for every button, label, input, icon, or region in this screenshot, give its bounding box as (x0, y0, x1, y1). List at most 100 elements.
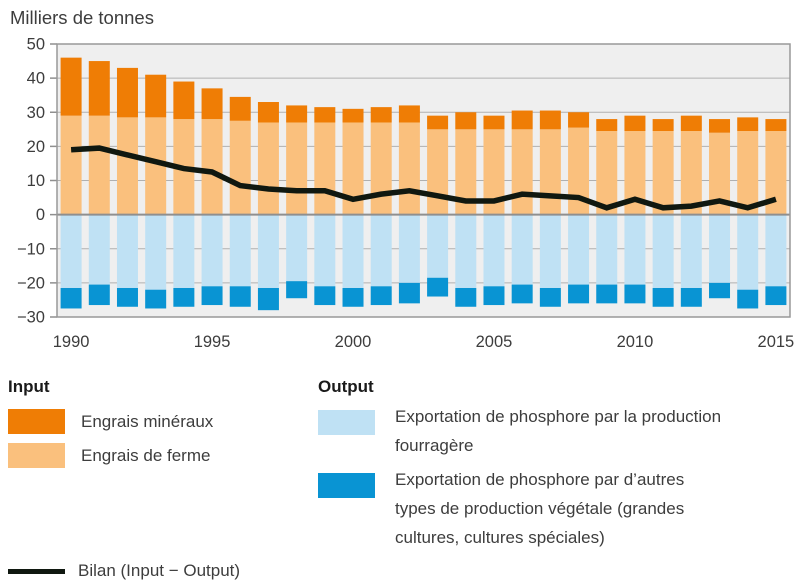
bar-exportation-fourragere-2010 (624, 214, 646, 285)
bar-exportation-fourragere-1997 (257, 214, 279, 288)
y-tick-label: 40 (27, 70, 45, 88)
y-tick-label: 20 (27, 138, 45, 156)
bar-exportation-fourragere-2004 (455, 214, 477, 288)
legend-label-line: Exportation de phosphore par la producti… (395, 407, 722, 426)
bar-exportation-autres-2008 (568, 284, 590, 304)
legend-label-line: Exportation de phosphore par d’autres (395, 470, 685, 489)
bar-exportation-autres-1998 (286, 281, 308, 299)
bar-engrais-ferme-1992 (116, 117, 138, 215)
bar-exportation-fourragere-2005 (483, 214, 505, 287)
y-tick-label: 10 (27, 172, 45, 190)
bar-engrais-ferme-1997 (257, 122, 279, 215)
bar-exportation-autres-2000 (342, 287, 364, 307)
bar-engrais-ferme-2004 (455, 129, 477, 215)
y-tick-label: 0 (36, 206, 45, 224)
bar-engrais-mineraux-2010 (624, 115, 646, 132)
x-tick-label: 2010 (617, 333, 654, 351)
chart-title: Milliers de tonnes (10, 7, 154, 28)
bar-exportation-autres-1992 (116, 287, 138, 307)
bar-engrais-ferme-1991 (88, 115, 110, 215)
bar-engrais-mineraux-1994 (173, 81, 195, 120)
legend-label-line: cultures, cultures spéciales) (395, 528, 605, 547)
bar-exportation-fourragere-2011 (652, 214, 674, 288)
bar-exportation-fourragere-2012 (680, 214, 702, 288)
legend-item-exportation-fourragere: Exportation de phosphore par la producti… (318, 406, 721, 460)
bar-exportation-autres-2015 (765, 286, 787, 306)
bar-engrais-ferme-2002 (398, 122, 420, 215)
bar-exportation-fourragere-1999 (314, 214, 336, 287)
bar-exportation-fourragere-2009 (596, 214, 618, 285)
bar-exportation-autres-1990 (60, 287, 82, 309)
bar-exportation-fourragere-2003 (427, 214, 449, 278)
bar-exportation-fourragere-1992 (116, 214, 138, 288)
bar-engrais-ferme-2005 (483, 129, 505, 215)
bar-engrais-ferme-2013 (709, 132, 731, 215)
bilan-line (70, 145, 777, 211)
bar-engrais-ferme-2003 (427, 129, 449, 215)
bar-engrais-ferme-2014 (737, 131, 759, 215)
swatch-exportation-fourragere (318, 410, 375, 435)
bar-engrais-mineraux-1998 (286, 105, 308, 123)
legend-output-header: Output (318, 377, 374, 396)
bar-exportation-autres-2013 (709, 282, 731, 299)
bar-engrais-mineraux-2015 (765, 119, 787, 132)
bar-exportation-autres-2009 (596, 284, 618, 304)
bar-exportation-autres-2011 (652, 287, 674, 307)
x-tick-label: 1995 (194, 333, 231, 351)
bar-exportation-fourragere-1993 (145, 214, 167, 290)
swatch-engrais-ferme (8, 443, 65, 468)
bar-exportation-fourragere-2008 (568, 214, 590, 285)
bar-engrais-mineraux-1995 (201, 88, 223, 120)
bar-engrais-ferme-1990 (60, 115, 82, 215)
bar-engrais-mineraux-2006 (511, 110, 533, 130)
bar-exportation-fourragere-1994 (173, 214, 195, 288)
bar-engrais-mineraux-2008 (568, 112, 590, 128)
bar-engrais-ferme-2011 (652, 131, 674, 215)
bar-engrais-mineraux-1990 (60, 57, 82, 116)
legend-label-engrais-mineraux: Engrais minéraux (81, 411, 214, 431)
legend-label-line: types de production végétale (grandes (395, 499, 685, 518)
bar-exportation-autres-2003 (427, 277, 449, 297)
bar-engrais-mineraux-2000 (342, 108, 364, 123)
x-tick-label: 2015 (758, 333, 795, 351)
legend-label-engrais-ferme: Engrais de ferme (81, 445, 211, 465)
bar-exportation-fourragere-2000 (342, 214, 364, 288)
bar-engrais-ferme-1998 (286, 122, 308, 215)
bar-exportation-autres-1994 (173, 287, 195, 307)
bar-exportation-fourragere-1996 (229, 214, 251, 287)
y-tick-label: −20 (17, 274, 45, 292)
bar-engrais-mineraux-1997 (257, 102, 279, 123)
legend-item-engrais-mineraux: Engrais minéraux (8, 409, 213, 434)
y-tick-label: −30 (17, 309, 45, 327)
bar-engrais-ferme-1993 (145, 117, 167, 215)
bar-engrais-ferme-2006 (511, 129, 533, 215)
bar-exportation-fourragere-1995 (201, 214, 223, 287)
bar-exportation-autres-1996 (229, 286, 251, 307)
plot-border (56, 43, 791, 318)
bar-engrais-mineraux-1993 (145, 74, 167, 118)
bar-engrais-ferme-2009 (596, 131, 618, 215)
bar-exportation-fourragere-2013 (709, 214, 731, 283)
bar-engrais-mineraux-1996 (229, 96, 251, 121)
bar-exportation-autres-2007 (539, 287, 561, 307)
bar-exportation-fourragere-2007 (539, 214, 561, 288)
bar-exportation-fourragere-2014 (737, 214, 759, 290)
bar-exportation-fourragere-2006 (511, 214, 533, 285)
legend-input-header: Input (8, 377, 50, 396)
bar-exportation-fourragere-1991 (88, 214, 110, 285)
bar-engrais-ferme-2008 (568, 127, 590, 215)
bar-engrais-ferme-2015 (765, 131, 787, 215)
bar-exportation-fourragere-1998 (286, 214, 308, 282)
bar-engrais-mineraux-2011 (652, 119, 674, 132)
legend-item-bilan: Bilan (Input − Output) (8, 561, 240, 581)
bar-engrais-mineraux-2003 (427, 115, 449, 130)
bar-engrais-mineraux-1999 (314, 107, 336, 123)
legend-item-exportation-autres: Exportation de phosphore par d’autres ty… (318, 469, 684, 552)
x-tick-label: 2005 (476, 333, 513, 351)
swatch-exportation-autres (318, 473, 375, 498)
bar-exportation-autres-1991 (88, 284, 110, 306)
legend-label-exportation-fourragere: Exportation de phosphore par la producti… (395, 402, 721, 460)
bar-engrais-ferme-2010 (624, 131, 646, 215)
